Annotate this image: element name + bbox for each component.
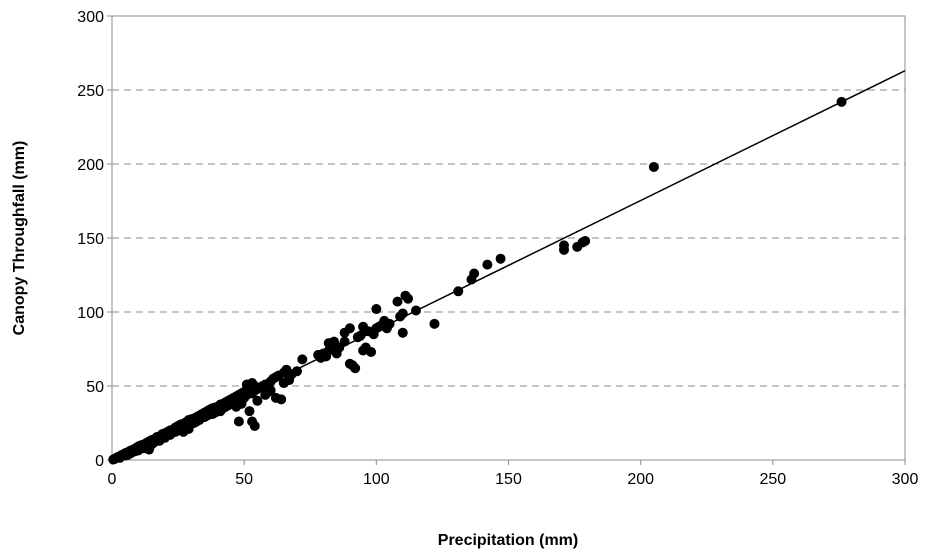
x-tick-labels: 0 50 100 150 200 250 300 [108,471,919,488]
y-tick-label: 150 [77,231,104,248]
y-tick-label: 50 [86,379,104,396]
x-tick-label: 200 [627,471,654,488]
data-point [202,410,213,421]
x-tick-label: 300 [892,471,919,488]
data-point [265,385,276,396]
x-axis-title: Precipitation (mm) [438,532,578,549]
data-point [249,420,260,431]
data-point [410,305,421,316]
data-point [397,327,408,338]
data-point [292,366,303,377]
data-point [276,394,287,405]
data-point [344,323,355,334]
data-point [580,235,591,246]
data-point [495,253,506,264]
data-point [836,96,847,107]
data-point [244,406,255,417]
x-tick-label: 250 [759,471,786,488]
data-point [339,336,350,347]
data-point [648,161,659,172]
y-tick-label: 300 [77,9,104,26]
grid-lines [112,89,905,387]
data-point [371,304,382,315]
y-tick-label: 250 [77,83,104,100]
y-tick-label: 0 [95,453,104,470]
data-point [114,452,125,463]
data-point [220,401,231,412]
data-point [355,330,366,341]
data-point [149,437,160,448]
data-point [252,395,263,406]
x-tick-label: 50 [235,471,253,488]
data-point [429,318,440,329]
data-point [559,240,570,251]
data-point [366,346,377,357]
x-tick-label: 100 [363,471,390,488]
data-point [194,415,205,426]
data-point [453,286,464,297]
data-point [482,259,493,270]
data-point [241,379,252,390]
y-tick-labels: 0 50 100 150 200 250 300 [77,9,104,470]
data-point [350,363,361,374]
data-point [469,268,480,279]
y-tick-label: 200 [77,157,104,174]
data-points [108,96,847,465]
data-point [157,432,168,443]
y-axis-title: Canopy Throughfall (mm) [11,141,28,336]
data-point [297,354,308,365]
data-point [233,416,244,427]
data-point [236,398,247,409]
data-point [141,441,152,452]
x-tick-label: 150 [495,471,522,488]
y-tick-label: 100 [77,305,104,322]
data-point [128,446,139,457]
data-point [397,308,408,319]
data-point [384,318,395,329]
data-point [403,293,414,304]
data-point [392,296,403,307]
x-tick-label: 0 [108,471,117,488]
